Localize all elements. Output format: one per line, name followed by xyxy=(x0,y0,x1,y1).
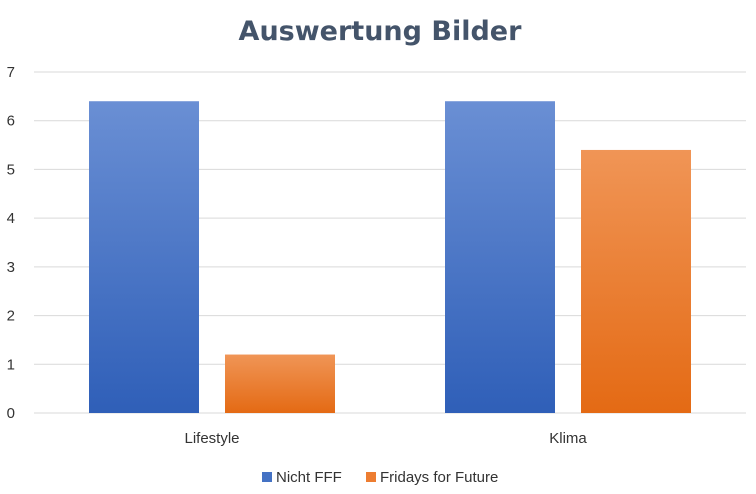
y-tick-label: 4 xyxy=(7,210,15,227)
y-axis-ticks: 0 1 2 3 4 5 6 7 xyxy=(7,64,15,422)
y-tick-label: 0 xyxy=(7,405,15,422)
bar-lifestyle-1 xyxy=(225,354,335,413)
bar-klima-1 xyxy=(581,149,691,413)
x-axis-labels: Lifestyle Klima xyxy=(184,430,587,447)
legend-label: Fridays for Future xyxy=(380,469,498,486)
bars xyxy=(89,101,691,413)
legend-swatch xyxy=(366,472,376,482)
y-tick-label: 5 xyxy=(7,161,15,178)
y-tick-label: 3 xyxy=(7,259,15,276)
legend: Nicht FFF Fridays for Future xyxy=(262,469,498,486)
chart-title: Auswertung Bilder xyxy=(239,16,523,47)
category-label: Lifestyle xyxy=(184,430,239,447)
bar-lifestyle-0 xyxy=(89,101,199,413)
category-label: Klima xyxy=(549,430,587,447)
bar-klima-0 xyxy=(445,101,555,413)
legend-swatch xyxy=(262,472,272,482)
y-tick-label: 7 xyxy=(7,64,15,81)
y-tick-label: 1 xyxy=(7,356,15,373)
y-tick-label: 2 xyxy=(7,308,15,325)
legend-label: Nicht FFF xyxy=(276,469,342,486)
y-tick-label: 6 xyxy=(7,113,15,130)
